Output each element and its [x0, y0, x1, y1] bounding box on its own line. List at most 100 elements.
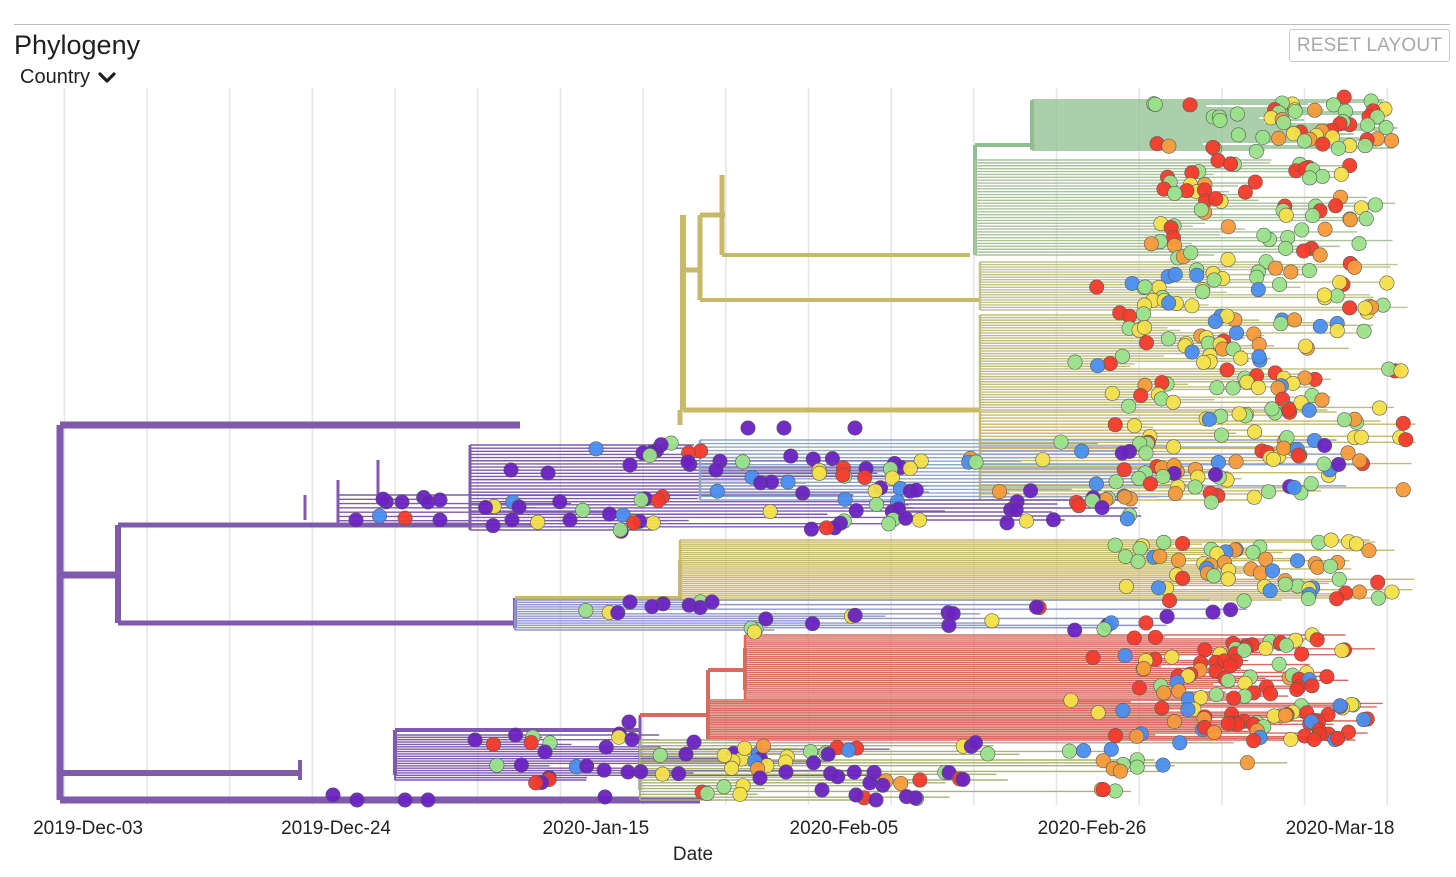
tree-tip — [644, 599, 660, 615]
tree-tip — [1220, 219, 1236, 235]
tree-tip — [1316, 456, 1332, 472]
tree-tip — [1205, 139, 1221, 155]
tree-tip — [911, 512, 927, 528]
tree-tip — [575, 502, 591, 518]
tree-tip — [1209, 380, 1225, 396]
panel-top-rule — [14, 24, 1450, 25]
tree-tip — [783, 448, 799, 464]
tree-tip — [1351, 236, 1367, 252]
tree-tip — [611, 729, 627, 745]
tree-tip — [1316, 287, 1332, 303]
tree-tip — [1172, 735, 1188, 751]
tree-tip — [1129, 759, 1145, 775]
tree-tip — [1261, 484, 1277, 500]
tree-tip — [862, 775, 878, 791]
tree-tip — [1225, 380, 1241, 396]
tree-tip — [898, 510, 914, 526]
tree-tip — [1278, 707, 1294, 723]
tree-tip — [980, 746, 996, 762]
tree-tip — [1346, 259, 1362, 275]
tree-tip — [1220, 571, 1236, 587]
tree-tip — [1367, 197, 1383, 213]
tree-tip — [1246, 489, 1262, 505]
tree-tip — [1161, 295, 1177, 311]
tree-tip — [1250, 282, 1266, 298]
tree-tip — [1136, 661, 1152, 677]
tree-tip — [1277, 576, 1293, 592]
tree-tip — [1286, 126, 1302, 142]
tree-tip — [1201, 411, 1217, 427]
tree-tip — [1045, 512, 1061, 528]
tree-tip — [811, 465, 827, 481]
tree-tip — [1262, 583, 1278, 599]
tree-tip — [1278, 207, 1294, 223]
tree-tip — [1205, 604, 1221, 620]
tree-tip — [1283, 731, 1299, 747]
tree-tip — [1180, 702, 1196, 718]
tree-tip — [528, 775, 544, 791]
tree-tip — [1102, 356, 1118, 372]
tree-tip — [1247, 424, 1263, 440]
tree-tip — [1143, 236, 1159, 252]
tree-tip — [1184, 344, 1200, 360]
tree-tip — [1175, 570, 1191, 586]
tree-tip — [622, 457, 638, 473]
tree-tip — [1023, 483, 1039, 499]
tree-tip — [1332, 274, 1348, 290]
tree-tip — [1063, 692, 1079, 708]
tree-tip — [1248, 143, 1264, 159]
tree-tip — [1330, 140, 1346, 156]
tree-tip — [1212, 112, 1228, 128]
tree-tip — [1090, 358, 1106, 374]
tree-tip — [1314, 168, 1330, 184]
tree-tip — [709, 483, 725, 499]
tree-tip — [1236, 642, 1252, 658]
tree-tip — [830, 769, 846, 785]
tree-tip — [1230, 127, 1246, 143]
tree-tip — [678, 746, 694, 762]
panel-title: Phylogeny — [14, 30, 141, 60]
tree-tip — [1307, 102, 1323, 118]
tree-tip — [485, 518, 501, 534]
tree-tip — [1067, 354, 1083, 370]
tree-tip — [552, 494, 568, 510]
tree-tip — [602, 506, 618, 522]
tree-tip — [1206, 568, 1222, 584]
tree-tip — [1029, 599, 1045, 615]
tree-tip — [780, 474, 796, 490]
tree-tip — [597, 789, 613, 805]
tree-tip — [432, 492, 448, 508]
tree-tip — [1372, 400, 1388, 416]
tree-tip — [1356, 323, 1372, 339]
tree-tip — [325, 787, 341, 803]
tree-tip — [671, 766, 687, 782]
tree-tip — [1233, 350, 1249, 366]
tree-tip — [1187, 479, 1203, 495]
tree-tip — [1333, 166, 1349, 182]
tree-tip — [1155, 469, 1171, 485]
tree-tip — [1154, 700, 1170, 716]
tree-tip — [1119, 511, 1135, 527]
tree-tip — [835, 467, 851, 483]
tree-tip — [349, 792, 365, 808]
x-tick-label: 2020-Feb-26 — [1038, 818, 1147, 839]
tree-tip — [1203, 494, 1219, 510]
tree-tip — [508, 727, 524, 743]
tree-tip — [1289, 681, 1305, 697]
tree-tip — [1132, 541, 1148, 557]
tree-tip — [1220, 715, 1236, 731]
tree-tip — [540, 465, 556, 481]
tree-tip — [708, 462, 724, 478]
tree-tip — [1370, 574, 1386, 590]
tree-tip — [626, 515, 642, 531]
tree-tip — [655, 766, 671, 782]
tree-tip — [1379, 275, 1395, 291]
tree-tip — [1208, 191, 1224, 207]
color-by-dropdown[interactable]: Country — [20, 66, 116, 89]
tree-tip — [1126, 418, 1142, 434]
tree-tip — [1118, 578, 1134, 594]
reset-layout-button[interactable]: RESET LAYOUT — [1289, 29, 1450, 62]
tree-tip — [1264, 563, 1280, 579]
tree-tip — [513, 757, 529, 773]
tree-tip — [1074, 443, 1090, 459]
